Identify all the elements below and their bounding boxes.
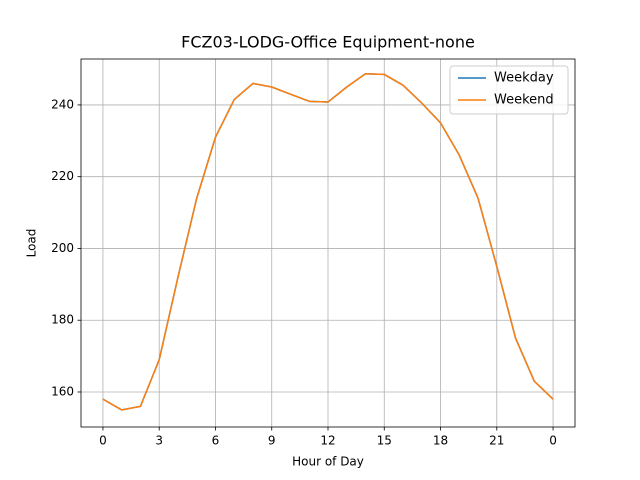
y-tick-label: 240 [51, 97, 74, 111]
x-tick-label: 21 [489, 434, 504, 448]
x-axis-label: Hour of Day [292, 455, 364, 469]
chart-title: FCZ03-LODG-Office Equipment-none [181, 33, 475, 52]
y-tick-label: 200 [51, 241, 74, 255]
y-axis-label: Load [25, 229, 39, 258]
x-tick-label: 6 [212, 434, 220, 448]
legend-label: Weekday [494, 71, 554, 86]
series-line [102, 72, 554, 411]
legend-label: Weekend [494, 93, 554, 108]
plot-frame [80, 58, 576, 428]
x-tick-label: 12 [320, 434, 335, 448]
y-tick-label: 160 [51, 384, 74, 398]
x-tick-label: 15 [377, 434, 392, 448]
y-tick-label: 180 [51, 313, 74, 327]
x-tick-label: 9 [268, 434, 276, 448]
y-tick-label: 220 [51, 169, 74, 183]
x-tick-label: 18 [433, 434, 448, 448]
x-tick-label: 0 [549, 434, 557, 448]
x-tick-label: 3 [155, 434, 163, 448]
x-tick-label: 0 [99, 434, 107, 448]
